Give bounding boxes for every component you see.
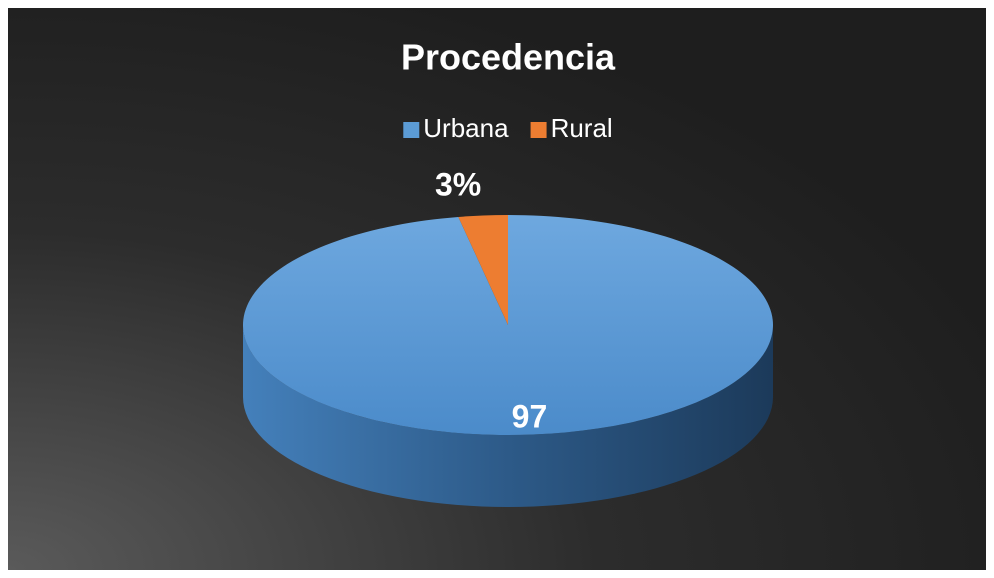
legend-swatch <box>530 122 547 138</box>
legend-label: Urbana <box>423 113 509 143</box>
pie-slice <box>243 215 774 436</box>
data-label: 3% <box>435 166 481 202</box>
legend-swatch <box>403 122 420 138</box>
pie-slice <box>458 215 508 325</box>
pie-side <box>243 325 773 507</box>
chart-title: Procedencia <box>401 37 616 78</box>
data-label: 97 <box>512 399 548 435</box>
legend-label: Rural <box>551 113 613 143</box>
